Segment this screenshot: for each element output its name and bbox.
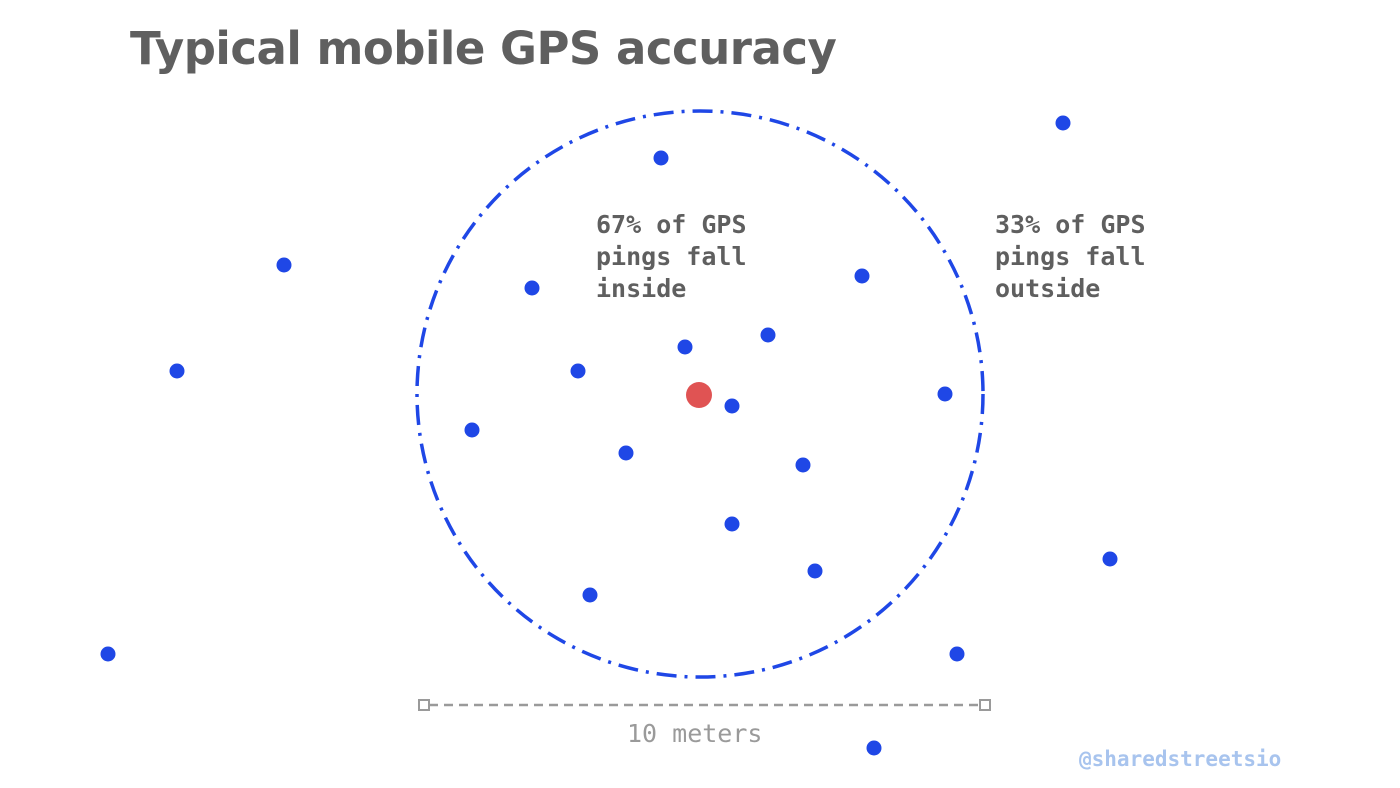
inside-callout: 67% of GPS pings fall inside [596,209,747,305]
gps-ping-dot [100,646,116,662]
gps-ping-dot [677,339,693,355]
gps-ping-dot [724,516,740,532]
gps-ping-dot [618,445,634,461]
gps-ping-dot [937,386,953,402]
gps-ping-dot [760,327,776,343]
gps-ping-dot [949,646,965,662]
diagram-title: Typical mobile GPS accuracy [130,22,837,75]
inside-callout-line: inside [596,274,687,303]
gps-ping-dot [570,363,586,379]
outside-callout-line: outside [995,274,1101,303]
credit-handle: @sharedstreetsio [1079,747,1282,771]
scale-bar [418,699,991,711]
gps-ping-dot [1055,115,1071,131]
gps-ping-dot [807,563,823,579]
gps-ping-dot [582,587,598,603]
outside-callout-line: pings fall [995,242,1146,271]
true-location-marker [686,382,712,408]
gps-ping-dot [795,457,811,473]
gps-ping-dot [1102,551,1118,567]
outside-callout-line: 33% of GPS [995,210,1146,239]
gps-ping-dot [724,398,740,414]
outside-callout: 33% of GPS pings fall outside [995,209,1146,305]
gps-ping-dot [464,422,480,438]
gps-pings [100,115,1118,756]
gps-ping-dot [866,740,882,756]
gps-ping-dot [524,280,540,296]
gps-ping-dot [276,257,292,273]
gps-ping-dot [854,268,870,284]
scale-bar-left-endcap [418,699,430,711]
gps-ping-dot [653,150,669,166]
scale-bar-right-endcap [979,699,991,711]
gps-ping-dot [169,363,185,379]
inside-callout-line: 67% of GPS [596,210,747,239]
scale-label: 10 meters [627,719,763,748]
accuracy-circle [415,109,985,679]
inside-callout-line: pings fall [596,242,747,271]
